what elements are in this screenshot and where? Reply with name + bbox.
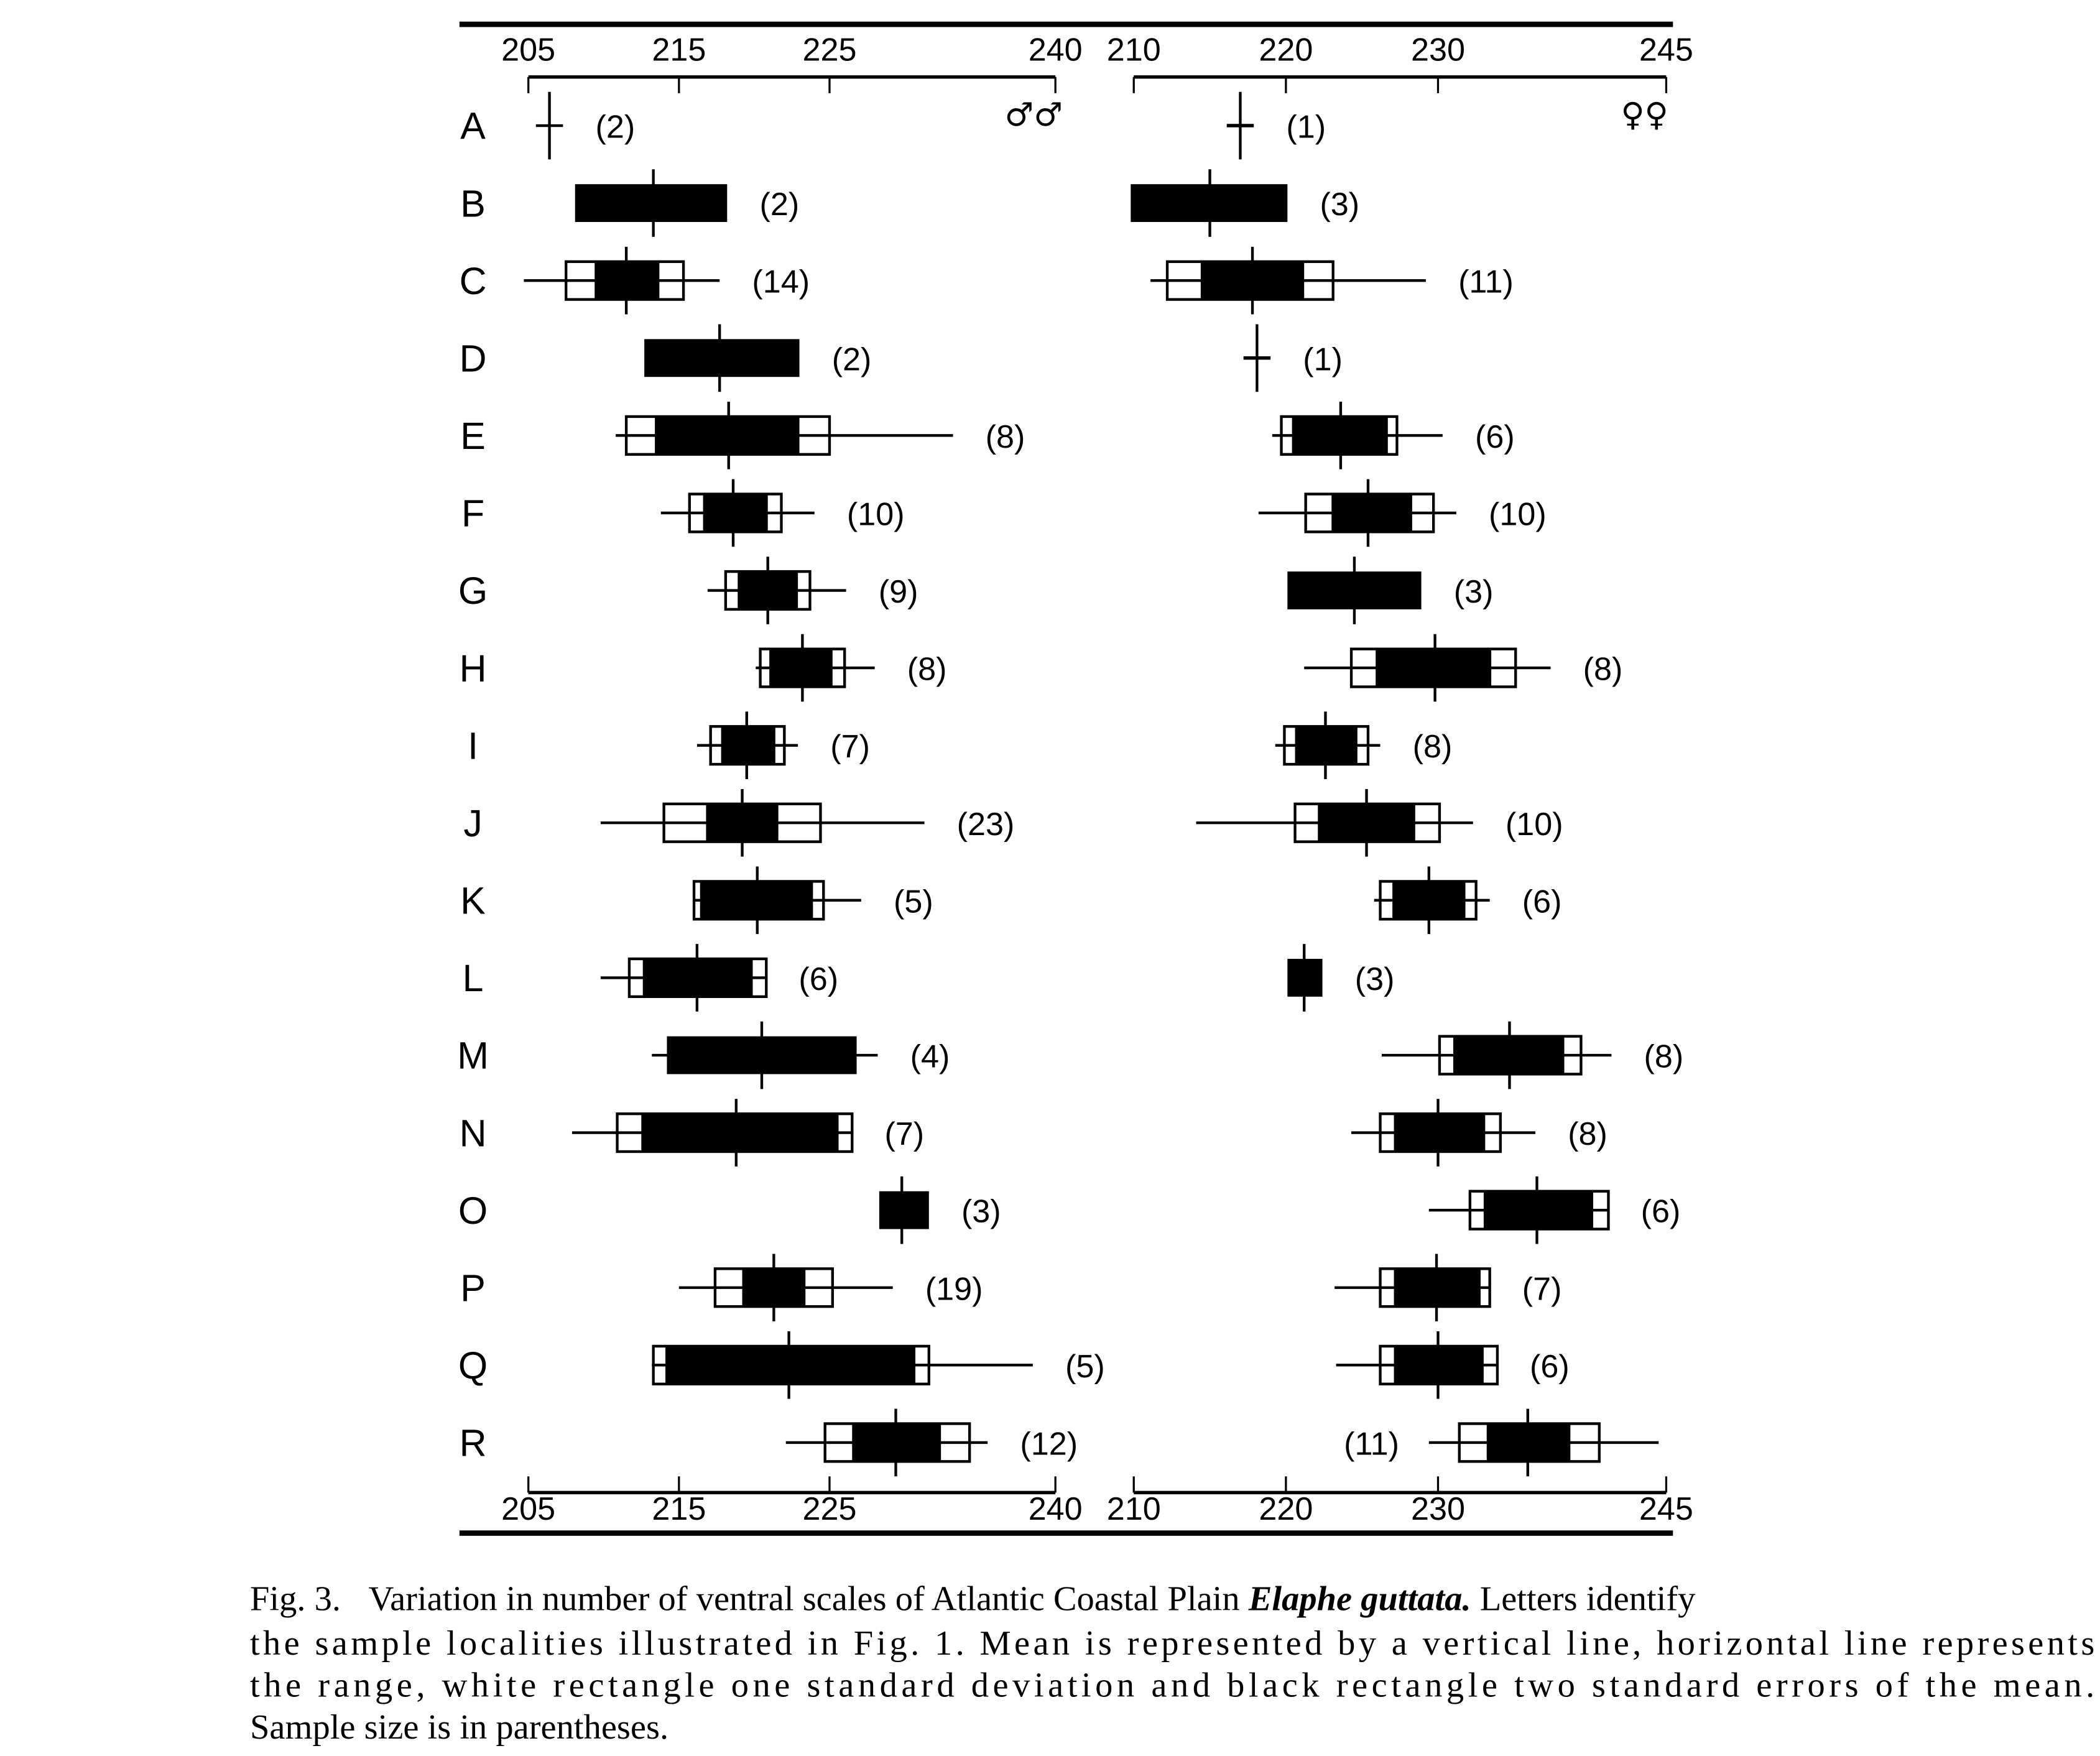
males-sample-size-Q: (5): [1065, 1349, 1105, 1385]
males-se-box-E: [655, 416, 800, 455]
males-se-box-B: [575, 184, 728, 223]
males-se-box-H: [769, 649, 833, 687]
males-se-box-Q: [665, 1346, 915, 1384]
males-sex-symbol: ♂♂: [1005, 96, 1063, 134]
females-sample-size-C: (11): [1458, 264, 1514, 300]
males-top-tick-label: 205: [501, 32, 555, 68]
row-label-N: N: [460, 1112, 487, 1154]
females-sample-size-R: (11): [1344, 1426, 1399, 1462]
row-label-L: L: [463, 957, 484, 999]
caption-fig-label: Fig. 3.: [250, 1579, 341, 1618]
males-bottom-tick-label: 215: [652, 1491, 706, 1527]
males-sample-size-K: (5): [894, 884, 933, 920]
males-se-box-I: [721, 726, 775, 765]
males-sample-size-E: (8): [986, 419, 1025, 455]
row-label-K: K: [460, 880, 486, 922]
males-top-tick-label: 225: [802, 32, 856, 68]
row-label-M: M: [457, 1035, 489, 1077]
males-se-box-N: [641, 1114, 839, 1152]
females-sample-size-K: (6): [1522, 884, 1562, 920]
caption-line-3: the range, white rectangle one standard …: [250, 1666, 2094, 1704]
females-top-tick-label: 245: [1639, 32, 1693, 68]
caption-text: Letters identify: [1471, 1579, 1696, 1618]
caption-line-1: Fig. 3. Variation in number of ventral s…: [250, 1579, 1696, 1618]
males-se-box-O: [879, 1191, 929, 1229]
males-sample-size-C: (14): [752, 264, 810, 300]
females-sex-symbol: ♀♀: [1621, 96, 1668, 134]
males-sample-size-H: (8): [907, 652, 947, 688]
row-label-P: P: [460, 1267, 486, 1309]
males-sample-size-P: (19): [925, 1271, 983, 1307]
row-label-H: H: [460, 647, 487, 690]
females-top-tick-label: 210: [1107, 32, 1161, 68]
females-sample-size-D: (1): [1303, 341, 1343, 377]
males-sample-size-L: (6): [798, 961, 838, 997]
caption-line-2: the sample localities illustrated in Fig…: [250, 1624, 2094, 1663]
females-se-box-N: [1394, 1114, 1486, 1152]
females-sample-size-P: (7): [1522, 1271, 1562, 1307]
caption-line-4: Sample size is in parentheses.: [250, 1708, 668, 1747]
row-label-R: R: [460, 1422, 487, 1464]
females-bottom-tick-label: 220: [1259, 1491, 1313, 1527]
row-label-A: A: [460, 105, 486, 147]
females-top-tick-label: 220: [1259, 32, 1313, 68]
row-label-E: E: [460, 415, 486, 457]
females-sample-size-G: (3): [1454, 574, 1494, 610]
females-se-box-F: [1331, 494, 1412, 532]
females-sample-size-N: (8): [1568, 1116, 1607, 1152]
row-label-B: B: [460, 182, 486, 224]
females-sample-size-F: (10): [1489, 496, 1547, 532]
males-sample-size-M: (4): [910, 1039, 950, 1075]
males-sample-size-G: (9): [879, 574, 918, 610]
females-sample-size-I: (8): [1413, 729, 1453, 765]
males-se-box-F: [703, 494, 768, 532]
row-label-I: I: [468, 724, 478, 767]
males-top-tick-label: 240: [1029, 32, 1083, 68]
males-bottom-tick-label: 225: [802, 1491, 856, 1527]
caption-species: Elaphe guttata.: [1248, 1579, 1471, 1618]
females-sample-size-J: (10): [1506, 806, 1563, 843]
males-top-tick-label: 215: [652, 32, 706, 68]
females-top-tick-label: 230: [1411, 32, 1465, 68]
row-label-F: F: [461, 492, 484, 535]
males-se-box-D: [644, 339, 800, 377]
males-bottom-tick-label: 240: [1029, 1491, 1083, 1527]
females-bottom-tick-label: 210: [1107, 1491, 1161, 1527]
row-label-D: D: [460, 338, 487, 380]
males-sample-size-N: (7): [884, 1116, 924, 1152]
males-sample-size-B: (2): [759, 187, 799, 223]
males-sample-size-I: (7): [830, 729, 870, 765]
females-sample-size-H: (8): [1583, 652, 1623, 688]
females-sample-size-Q: (6): [1530, 1349, 1570, 1385]
row-label-C: C: [460, 260, 487, 302]
caption-text: Variation in number of ventral scales of…: [369, 1579, 1249, 1618]
row-label-G: G: [458, 570, 488, 612]
row-label-J: J: [463, 802, 482, 844]
females-sample-size-M: (8): [1644, 1039, 1684, 1075]
females-se-box-H: [1376, 649, 1492, 687]
males-sample-size-D: (2): [832, 341, 872, 377]
males-sample-size-A: (2): [596, 109, 636, 146]
males-sample-size-R: (12): [1020, 1426, 1078, 1462]
females-sample-size-O: (6): [1641, 1194, 1681, 1230]
males-sample-size-J: (23): [957, 806, 1015, 843]
females-sample-size-L: (3): [1355, 961, 1395, 997]
males-sample-size-O: (3): [961, 1194, 1001, 1230]
row-label-Q: Q: [458, 1344, 488, 1387]
males-bottom-tick-label: 205: [501, 1491, 555, 1527]
females-sample-size-A: (1): [1286, 109, 1326, 146]
females-se-box-O: [1483, 1191, 1594, 1229]
row-label-O: O: [458, 1190, 488, 1232]
females-bottom-tick-label: 230: [1411, 1491, 1465, 1527]
females-bottom-tick-label: 245: [1639, 1491, 1693, 1527]
females-sample-size-E: (6): [1475, 419, 1515, 455]
males-sample-size-F: (10): [847, 496, 905, 532]
females-sample-size-B: (3): [1320, 187, 1359, 223]
